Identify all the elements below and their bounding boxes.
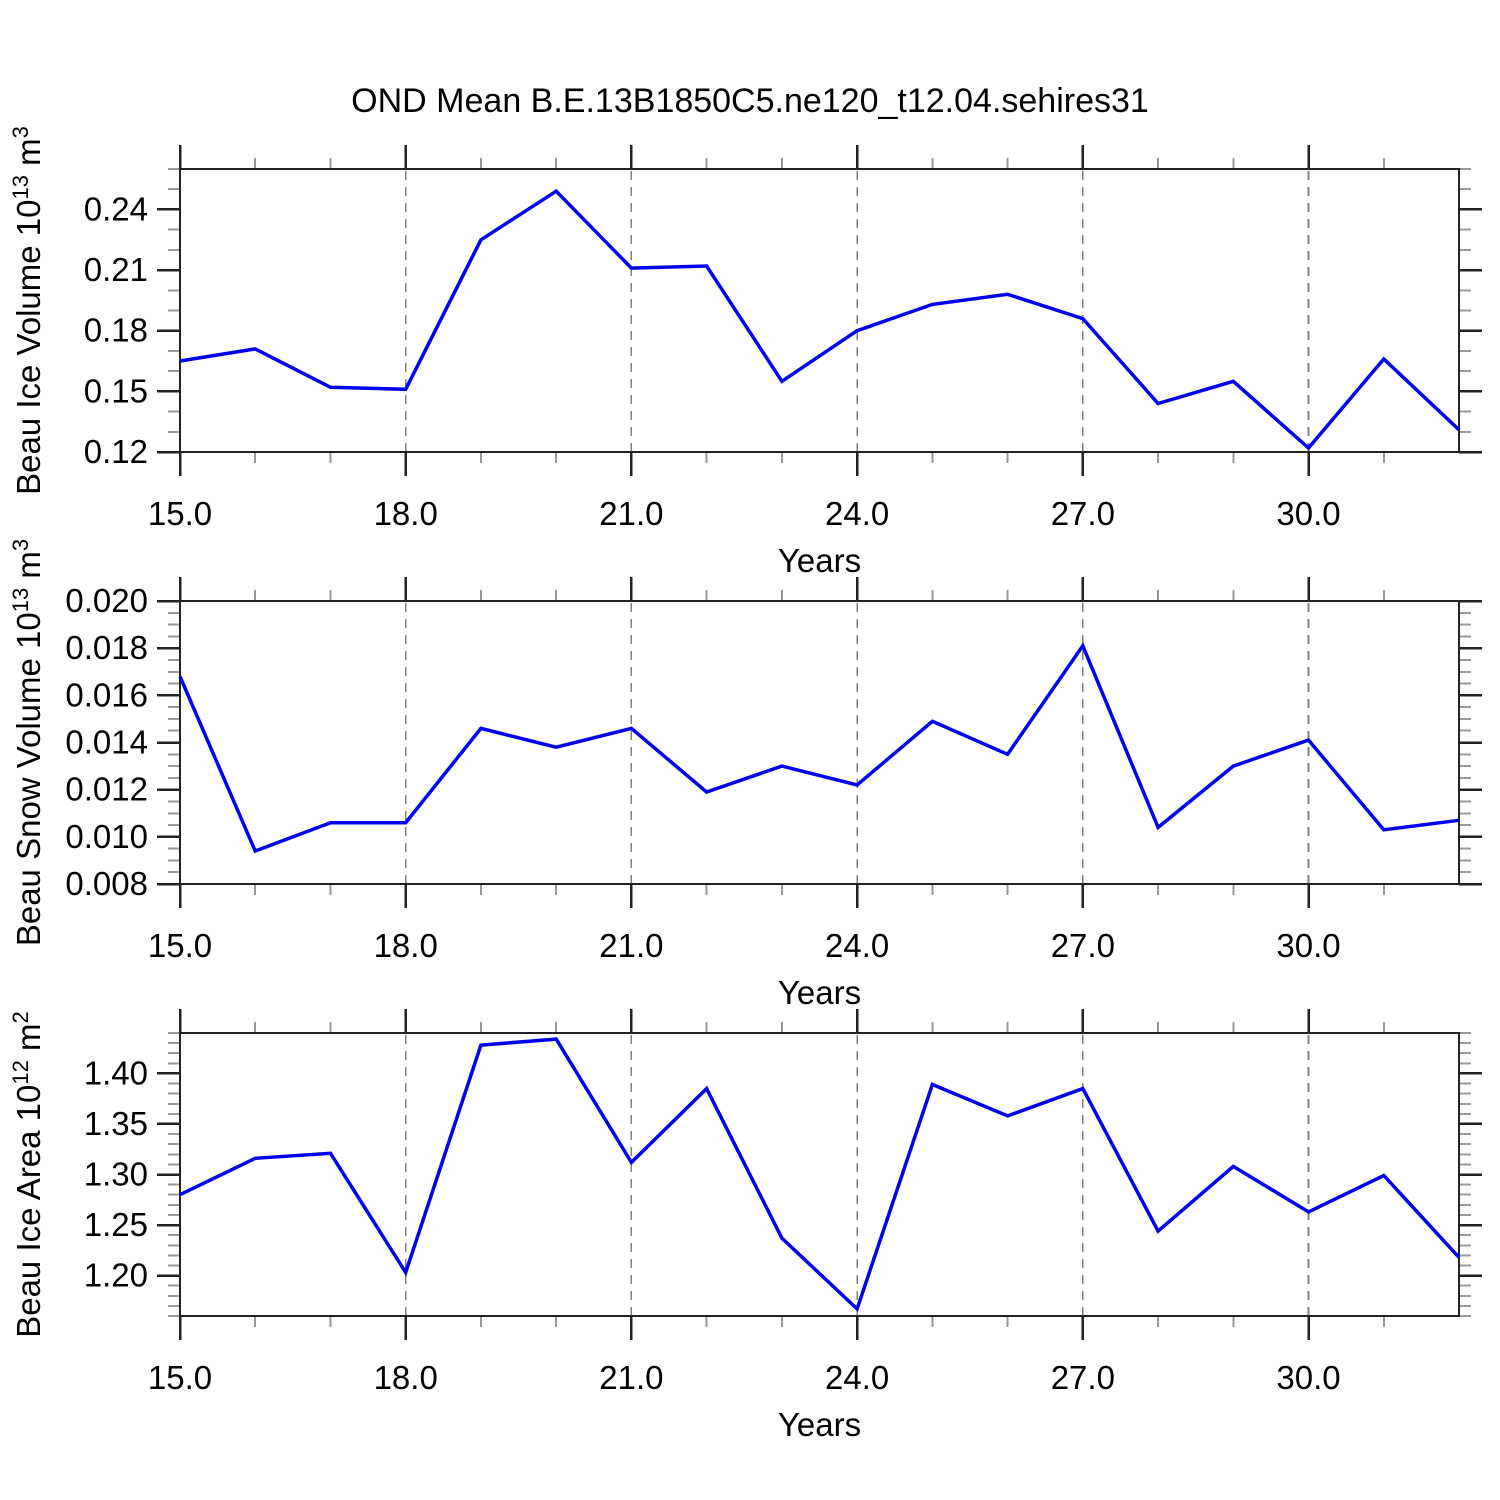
y-tick-label: 0.18 [84,312,148,349]
x-tick-label: 15.0 [148,927,212,964]
axes-group [157,577,1482,908]
y-tick-label: 0.014 [65,724,148,761]
y-tick-label: 1.30 [84,1156,148,1193]
x-tick-label: 18.0 [374,1359,438,1396]
x-tick-label: 18.0 [374,495,438,532]
x-tick-label: 27.0 [1051,495,1115,532]
y-tick-label: 0.016 [65,676,148,713]
y-tick-label: 0.012 [65,771,148,808]
data-line [179,188,1461,451]
y-tick-label: 0.018 [65,629,148,666]
y-tick-label: 1.25 [84,1206,148,1243]
axes-group [157,145,1482,476]
y-tick-label: 0.008 [65,865,148,902]
y-tick-label: 0.15 [84,372,148,409]
data-line [179,1037,1461,1313]
x-tick-label: 21.0 [599,495,663,532]
panel-3: 15.0 18.0 21.0 24.0 27.0 30.0 1.20 1.25 1.30 1.35… [8,1009,1482,1443]
plot-frame [178,1031,1461,1318]
chart-title: OND Mean B.E.13B1850C5.ne120_t12.04.sehi… [351,82,1149,120]
y-tick-label: 0.21 [84,251,148,288]
x-tick-label: 15.0 [148,495,212,532]
y-tick-label: 0.24 [84,190,148,227]
x-tick-label: 30.0 [1276,927,1340,964]
x-tick-label: 27.0 [1051,1359,1115,1396]
x-tick-label: 15.0 [148,1359,212,1396]
y-axis-title: Beau Ice Area 1012 m2 [8,1011,47,1338]
x-axis-title: Years [778,974,861,1011]
plot-frame [178,167,1461,454]
x-tick-label: 24.0 [825,1359,889,1396]
panel-2: 15.0 18.0 21.0 24.0 27.0 30.0 0.008 0.010 0.012 0… [8,539,1482,1011]
y-tick-label: 1.35 [84,1105,148,1142]
x-tick-label: 27.0 [1051,927,1115,964]
x-tick-label: 18.0 [374,927,438,964]
x-tick-label: 21.0 [599,1359,663,1396]
plot-frame [178,599,1461,886]
y-tick-label: 0.020 [65,582,148,619]
y-tick-label: 1.40 [84,1054,148,1091]
x-tick-label: 30.0 [1276,495,1340,532]
y-tick-label: 1.20 [84,1257,148,1294]
x-axis-title: Years [778,542,861,579]
x-tick-label: 21.0 [599,927,663,964]
x-axis-title: Years [778,1406,861,1443]
y-axis-title: Beau Snow Volume 1013 m3 [8,539,47,946]
x-tick-label: 24.0 [825,495,889,532]
axes-group [157,1009,1482,1340]
y-tick-label: 0.12 [84,433,148,470]
y-axis-title: Beau Ice Volume 1013 m3 [8,126,47,495]
x-tick-label: 30.0 [1276,1359,1340,1396]
panel-1: 15.0 18.0 21.0 24.0 27.0 30.0 0.12 0.15 0.18 0.21… [8,126,1482,579]
y-tick-label: 0.010 [65,818,148,855]
x-tick-label: 24.0 [825,927,889,964]
data-line [178,642,1460,854]
